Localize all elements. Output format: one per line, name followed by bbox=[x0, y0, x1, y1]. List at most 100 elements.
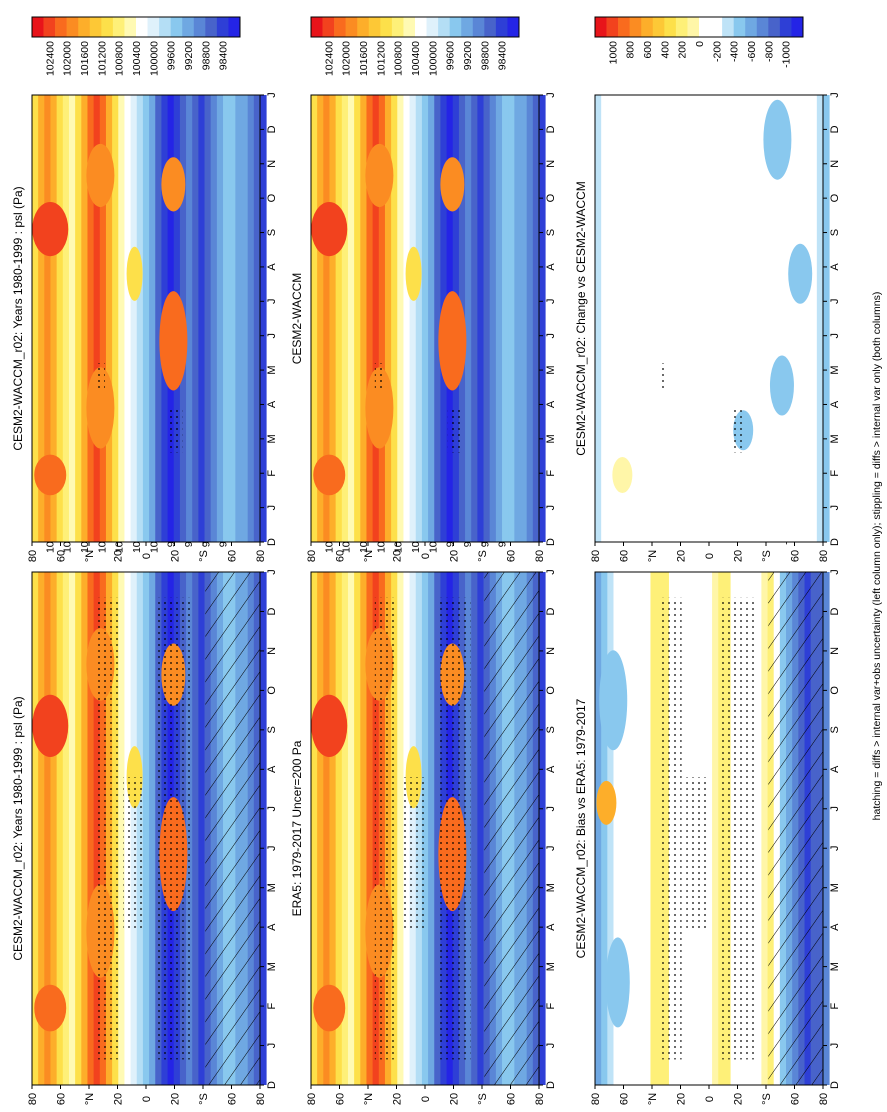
heat-band bbox=[786, 95, 793, 542]
heat-blob bbox=[32, 202, 69, 257]
lat-label: 60 bbox=[56, 550, 68, 562]
colorbar-swatch bbox=[664, 17, 677, 37]
month-label: N bbox=[545, 160, 557, 168]
month-label: O bbox=[829, 686, 841, 695]
month-label: J bbox=[266, 299, 278, 305]
heat-band bbox=[699, 95, 707, 542]
lat-label: °N bbox=[647, 550, 659, 562]
colorbar-label: -200 bbox=[711, 41, 723, 62]
heat-band bbox=[311, 95, 318, 542]
colorbar-swatch bbox=[170, 17, 183, 37]
colorbar-frame bbox=[31, 16, 241, 38]
stippling bbox=[402, 777, 425, 932]
heat-blob bbox=[32, 694, 69, 757]
heat-band bbox=[644, 95, 651, 542]
heat-band bbox=[360, 95, 367, 542]
heat-band bbox=[595, 95, 602, 542]
heat-band bbox=[779, 95, 787, 542]
heat-band bbox=[118, 95, 125, 542]
heat-band bbox=[384, 95, 392, 542]
heat-band bbox=[93, 95, 101, 542]
heat-band bbox=[638, 572, 645, 1085]
heat-band bbox=[804, 95, 812, 542]
lat-label: 80 bbox=[27, 550, 39, 562]
colorbar-swatch bbox=[438, 17, 450, 37]
colorbar-swatch bbox=[733, 17, 746, 37]
heat-band bbox=[192, 95, 199, 542]
month-label: M bbox=[829, 365, 841, 374]
month-label: A bbox=[545, 400, 557, 408]
heat-band bbox=[619, 95, 627, 542]
stippling bbox=[436, 597, 471, 1060]
heat-band bbox=[650, 95, 658, 542]
heat-band bbox=[229, 95, 236, 542]
month-label: A bbox=[545, 765, 557, 773]
heat-band bbox=[514, 95, 521, 542]
heat-band bbox=[428, 95, 435, 542]
lat-label: 60 bbox=[227, 1093, 239, 1105]
month-label: A bbox=[266, 923, 278, 931]
colorbar-label: 101600 bbox=[358, 41, 370, 76]
lat-label: 20 bbox=[113, 550, 125, 562]
heat-band bbox=[68, 95, 76, 542]
colorbar-label: 100000 bbox=[148, 41, 160, 76]
month-label: J bbox=[266, 806, 278, 812]
heat-band bbox=[391, 95, 398, 542]
month-label: J bbox=[266, 1043, 278, 1049]
colorbar-label: 102000 bbox=[341, 41, 353, 76]
heat-band bbox=[539, 95, 546, 542]
colorbar-swatch bbox=[606, 17, 619, 37]
colorbar-swatch bbox=[322, 17, 335, 37]
month-label: A bbox=[545, 923, 557, 931]
colorbar-label: 200 bbox=[677, 41, 689, 59]
heat-blob bbox=[126, 246, 143, 301]
heat-blob bbox=[596, 780, 617, 825]
month-label: S bbox=[829, 229, 841, 236]
colorbar-swatch bbox=[768, 17, 781, 37]
month-label: J bbox=[829, 505, 841, 511]
heat-band bbox=[397, 95, 404, 542]
colorbar-swatch bbox=[311, 17, 323, 37]
month-label: M bbox=[545, 962, 557, 971]
lat-label: 80 bbox=[818, 1093, 830, 1105]
heat-band bbox=[99, 95, 107, 542]
month-label: A bbox=[829, 765, 841, 773]
colorbar-swatch bbox=[124, 17, 137, 37]
stippling bbox=[686, 777, 709, 932]
panel-title: ERA5: 1979-2017 Uncer=200 Pa bbox=[290, 740, 304, 916]
month-label: A bbox=[266, 765, 278, 773]
lat-label: 80 bbox=[534, 1093, 546, 1105]
heat-band bbox=[124, 95, 132, 542]
colorbar-swatch bbox=[147, 17, 160, 37]
month-label: D bbox=[266, 607, 278, 615]
heat-band bbox=[372, 95, 380, 542]
lat-label: 60 bbox=[790, 1093, 802, 1105]
heat-band bbox=[508, 95, 515, 542]
colorbar-swatch bbox=[779, 17, 792, 37]
heat-band bbox=[539, 572, 546, 1085]
heat-band bbox=[823, 572, 830, 1085]
colorbar-label: 600 bbox=[642, 41, 654, 59]
colorbar-label: -1000 bbox=[781, 41, 793, 68]
month-label: D bbox=[829, 607, 841, 615]
heat-band bbox=[105, 95, 113, 542]
month-label: O bbox=[266, 193, 278, 202]
colorbar-swatch bbox=[193, 17, 206, 37]
colorbar-swatch bbox=[699, 17, 711, 37]
month-label: N bbox=[266, 647, 278, 655]
lat-label: 80 bbox=[590, 1093, 602, 1105]
month-label: O bbox=[545, 686, 557, 695]
month-label: D bbox=[545, 125, 557, 133]
colorbar-swatch bbox=[345, 17, 358, 37]
month-label: D bbox=[545, 538, 557, 546]
heat-band bbox=[730, 95, 738, 542]
heat-band bbox=[712, 572, 719, 1085]
heat-blob bbox=[313, 984, 346, 1032]
lat-label: 60 bbox=[619, 1093, 631, 1105]
heat-band bbox=[198, 95, 205, 542]
colorbar-swatch bbox=[112, 17, 125, 37]
colorbar-label: 100400 bbox=[131, 41, 143, 76]
colorbar-swatch bbox=[618, 17, 630, 37]
